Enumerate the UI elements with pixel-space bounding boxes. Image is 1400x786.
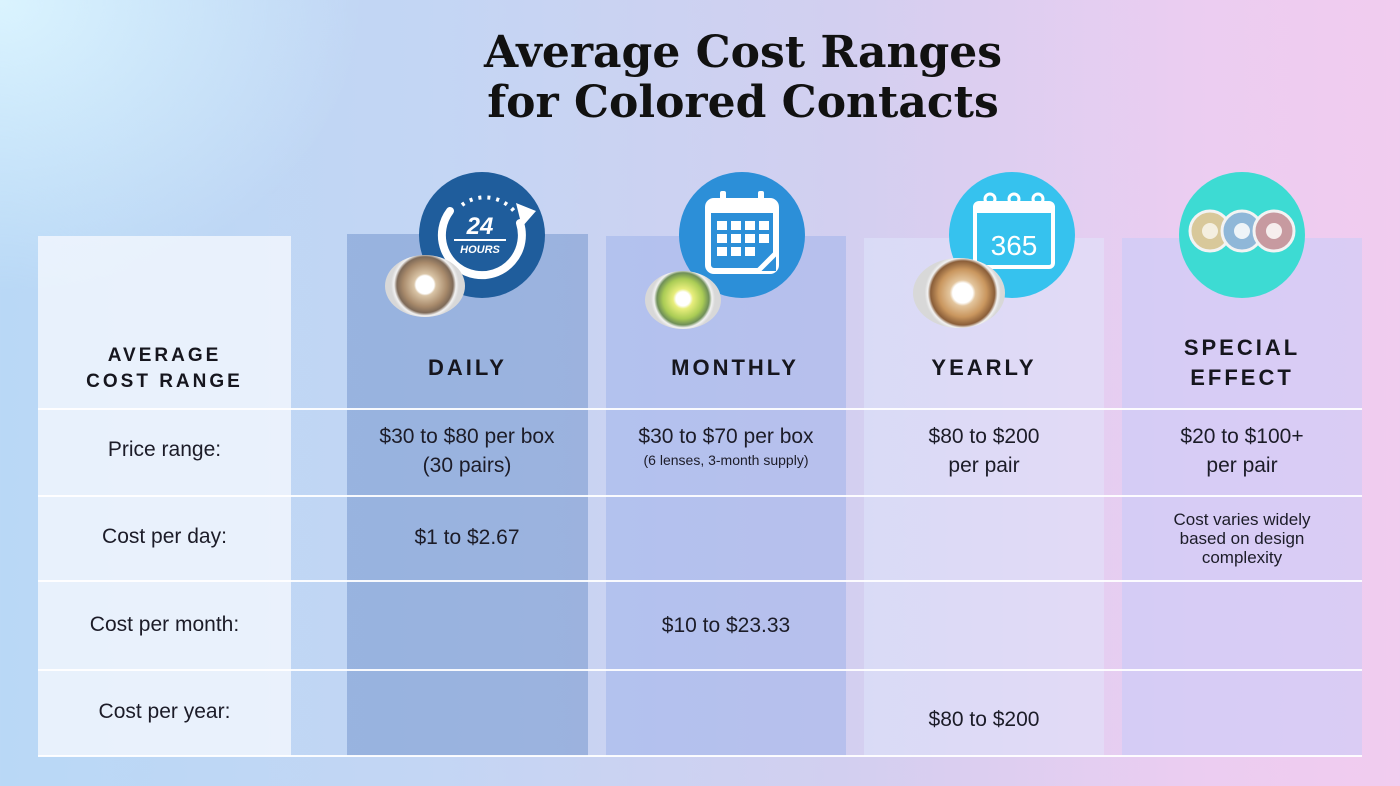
- cell-daily-price-range: $30 to $80 per box (30 pairs): [347, 422, 587, 480]
- cell-special-cost-per-day: Cost varies widely based on design compl…: [1122, 510, 1362, 567]
- monthly-lens-image: [645, 271, 721, 329]
- title-line-2: for Colored Contacts: [487, 77, 999, 128]
- svg-text:365: 365: [991, 230, 1038, 261]
- row-label-price-range: Price range:: [107, 438, 222, 461]
- cell-text-line: complexity: [1201, 548, 1283, 567]
- cell-yearly-cost-per-year: $80 to $200: [928, 708, 1040, 731]
- header-special-line-2: EFFECT: [1190, 365, 1294, 390]
- cell-subtext: (30 pairs): [422, 454, 512, 477]
- cell-text: $20 to $100+: [1180, 425, 1304, 448]
- title-line-1: Average Cost Ranges: [483, 27, 1003, 78]
- header-special-effect: SPECIAL EFFECT: [1122, 333, 1362, 393]
- calendar-icon: [679, 172, 805, 298]
- row-divider: [38, 755, 1362, 757]
- cell-monthly-price-range: $30 to $70 per box (6 lenses, 3-month su…: [606, 422, 846, 469]
- cell-text-line: based on design: [1179, 529, 1305, 548]
- row-label-cost-per-day: Cost per day:: [102, 525, 227, 548]
- corner-header: AVERAGE COST RANGE: [38, 343, 291, 395]
- cell-subtext: (6 lenses, 3-month supply): [643, 452, 809, 468]
- cell-monthly-cost-per-month: $10 to $23.33: [661, 614, 791, 637]
- row-divider: [38, 495, 1362, 497]
- corner-header-line-2: COST RANGE: [86, 371, 243, 392]
- cell-special-price-range: $20 to $100+ per pair: [1122, 422, 1362, 480]
- header-special-line-1: SPECIAL: [1183, 335, 1301, 360]
- header-monthly: MONTHLY: [671, 355, 799, 380]
- row-divider: [38, 408, 1362, 410]
- cell-text: $80 to $200: [928, 425, 1040, 448]
- colored-lenses-icon: [1179, 172, 1305, 298]
- cell-daily-cost-per-day: $1 to $2.67: [414, 526, 520, 549]
- row-label-cost-per-year: Cost per year:: [98, 700, 231, 723]
- row-divider: [38, 580, 1362, 582]
- daily-lens-image: [385, 255, 465, 317]
- header-daily: DAILY: [428, 355, 507, 380]
- special-effect-column: [1122, 238, 1362, 756]
- svg-text:24: 24: [466, 213, 494, 240]
- row-divider: [38, 669, 1362, 671]
- cell-subtext: per pair: [1206, 454, 1278, 477]
- cell-yearly-price-range: $80 to $200 per pair: [864, 422, 1104, 480]
- cell-subtext: per pair: [948, 454, 1020, 477]
- header-yearly: YEARLY: [931, 355, 1037, 380]
- cell-text: $30 to $80 per box: [379, 425, 555, 448]
- row-label-cost-per-month: Cost per month:: [89, 613, 240, 636]
- yearly-lens-image: [913, 258, 1005, 328]
- svg-text:HOURS: HOURS: [460, 244, 500, 256]
- page-title: Average Cost Ranges for Colored Contacts: [0, 28, 1400, 128]
- cell-text-line: Cost varies widely: [1173, 510, 1311, 529]
- cell-text: $30 to $70 per box: [638, 425, 814, 448]
- corner-header-line-1: AVERAGE: [107, 345, 222, 366]
